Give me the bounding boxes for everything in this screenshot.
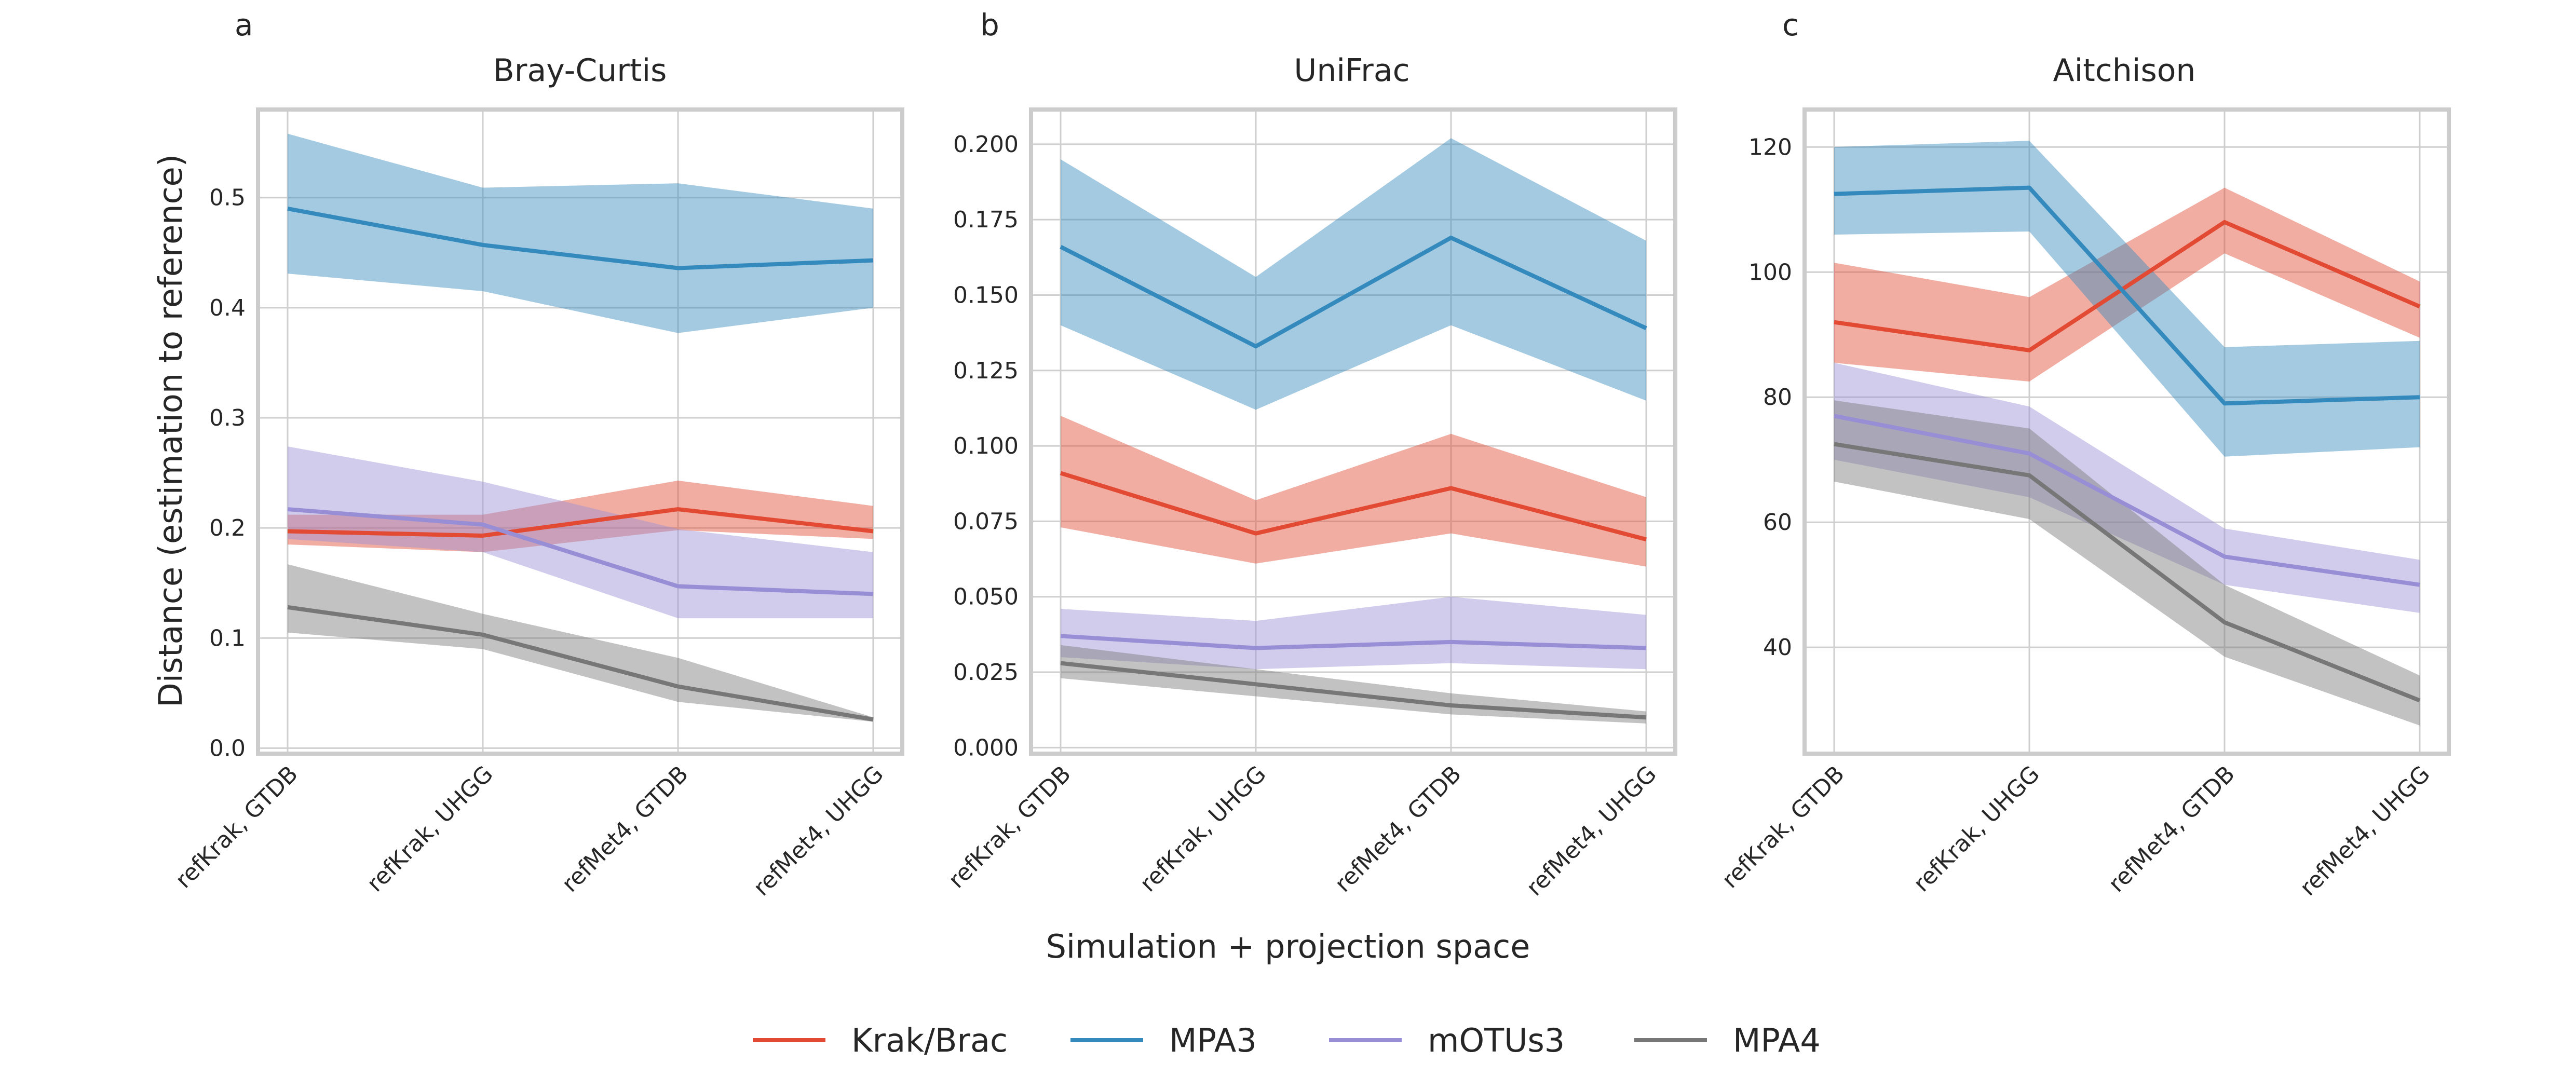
line-motus3-c — [1834, 414, 2420, 587]
y-tick-label-c-0: 40 — [1763, 634, 1792, 661]
legend-item-krak-brac: Krak/Brac — [753, 1021, 1008, 1059]
legend: Krak/Brac MPA3 mOTUs3 MPA4 — [753, 1021, 1821, 1059]
line-mpa3-a — [287, 206, 874, 270]
panel-letter-a: a — [235, 7, 253, 43]
legend-label-mpa4: MPA4 — [1733, 1021, 1821, 1059]
panel-title-a: Bray-Curtis — [493, 52, 667, 89]
y-tick-label-b-4: 0.100 — [953, 433, 1019, 459]
line-krak-brac-c — [1834, 220, 2421, 352]
band-mpa4-a — [288, 564, 873, 722]
legend-item-mpa3: MPA3 — [1070, 1021, 1257, 1059]
y-axis-label: Distance (estimation to reference) — [152, 154, 189, 707]
y-tick-label-c-4: 120 — [1748, 134, 1792, 160]
y-tick-label-b-0: 0.000 — [953, 734, 1019, 761]
y-tick-label-a-2: 0.2 — [209, 515, 246, 541]
y-tick-label-c-2: 80 — [1763, 384, 1792, 411]
band-motus3-c — [1834, 362, 2420, 613]
legend-label-krak-brac: Krak/Brac — [851, 1021, 1008, 1059]
plot-frame-b — [1029, 107, 1677, 756]
band-mpa3-b — [1061, 138, 1646, 410]
y-tick-label-c-3: 100 — [1748, 259, 1792, 285]
y-tick-label-b-1: 0.025 — [953, 659, 1019, 686]
band-krak-brac-b — [1061, 415, 1646, 567]
legend-label-mpa3: MPA3 — [1169, 1021, 1257, 1059]
y-tick-label-a-0: 0.0 — [209, 735, 246, 761]
plot-frame-a — [256, 107, 904, 756]
y-tick-label-a-1: 0.1 — [209, 625, 246, 651]
y-tick-label-b-5: 0.125 — [953, 358, 1019, 384]
y-tick-label-c-1: 60 — [1763, 509, 1792, 536]
band-mpa3-a — [288, 133, 873, 333]
band-motus3-b — [1061, 596, 1646, 670]
y-tick-label-b-2: 0.050 — [953, 584, 1019, 610]
y-tick-label-b-3: 0.075 — [953, 508, 1019, 535]
line-motus3-b — [1060, 634, 1647, 650]
y-tick-label-a-3: 0.3 — [209, 405, 246, 431]
line-mpa4-b — [1060, 661, 1647, 720]
y-tick-label-b-7: 0.175 — [953, 207, 1019, 233]
band-mpa4-b — [1061, 645, 1646, 724]
y-tick-label-a-5: 0.5 — [209, 185, 246, 211]
legend-item-mpa4: MPA4 — [1634, 1021, 1821, 1059]
y-tick-label-a-4: 0.4 — [209, 295, 246, 321]
line-mpa3-b — [1060, 236, 1647, 349]
line-mpa4-c — [1834, 442, 2421, 703]
legend-label-motus3: mOTUs3 — [1428, 1021, 1565, 1059]
legend-item-motus3: mOTUs3 — [1329, 1021, 1565, 1059]
panel-title-b: UniFrac — [1294, 52, 1409, 89]
band-mpa3-c — [1834, 141, 2420, 457]
band-motus3-a — [288, 446, 873, 619]
plot-frame-c — [1802, 107, 2451, 756]
line-krak-brac-a — [287, 507, 874, 538]
y-tick-label-b-8: 0.200 — [953, 131, 1019, 158]
panel-letter-b: b — [980, 7, 999, 43]
panel-title-c: Aitchison — [2053, 52, 2196, 89]
x-axis-label: Simulation + projection space — [1046, 928, 1530, 965]
band-mpa4-c — [1834, 400, 2420, 726]
y-tick-label-b-6: 0.150 — [953, 282, 1019, 308]
line-motus3-a — [287, 507, 874, 596]
line-krak-brac-b — [1060, 471, 1647, 542]
line-mpa3-c — [1834, 185, 2420, 406]
line-mpa4-a — [287, 605, 874, 722]
panel-letter-c: c — [1782, 7, 1799, 43]
